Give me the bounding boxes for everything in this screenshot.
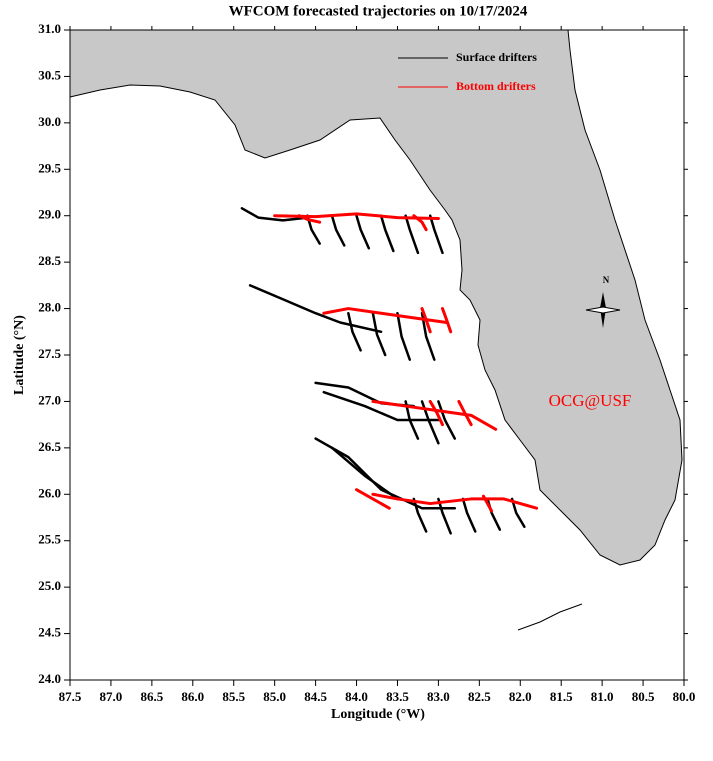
- trajectory: [428, 399, 444, 427]
- x-tick-label: 86.5: [140, 689, 163, 704]
- y-tick-label: 27.0: [38, 392, 61, 407]
- y-tick-label: 25.5: [38, 532, 61, 547]
- keys: [517, 603, 583, 631]
- x-tick-label: 83.5: [386, 689, 409, 704]
- trajectory: [330, 214, 346, 247]
- y-tick-label: 26.5: [38, 439, 61, 454]
- x-tick-label: 85.0: [263, 689, 286, 704]
- y-tick-label: 29.5: [38, 160, 61, 175]
- trajectory: [355, 214, 371, 250]
- trajectory: [412, 497, 428, 533]
- x-tick-label: 87.0: [100, 689, 123, 704]
- y-tick-label: 29.0: [38, 207, 61, 222]
- x-tick-label: 84.0: [345, 689, 368, 704]
- x-tick-label: 86.0: [181, 689, 204, 704]
- trajectory: [330, 446, 399, 501]
- trajectory: [396, 311, 411, 361]
- north-label: N: [603, 275, 610, 285]
- trajectory: [481, 494, 494, 513]
- y-tick-label: 24.0: [38, 671, 61, 686]
- trajectory: [412, 214, 428, 232]
- trajectory: [437, 400, 457, 440]
- x-tick-label: 85.5: [222, 689, 245, 704]
- x-tick-label: 82.5: [468, 689, 491, 704]
- trajectory: [510, 497, 526, 529]
- trajectory: [404, 214, 420, 255]
- x-tick-label: 87.5: [59, 689, 82, 704]
- legend: Surface drifters Bottom drifters: [398, 50, 537, 93]
- annotation: OCG@USF: [549, 391, 632, 410]
- trajectory: [420, 311, 436, 361]
- land: [69, 29, 683, 566]
- x-tick-label: 80.0: [673, 689, 696, 704]
- x-tick-label: 81.5: [550, 689, 573, 704]
- trajectory: [371, 311, 387, 357]
- compass: N: [585, 275, 621, 328]
- x-tick-label: 80.5: [632, 689, 655, 704]
- compass-arm: [585, 306, 621, 314]
- x-tick-label: 83.0: [427, 689, 450, 704]
- y-tick-label: 28.0: [38, 300, 61, 315]
- x-tick-label: 82.0: [509, 689, 532, 704]
- x-tick-label: 81.0: [591, 689, 614, 704]
- legend-label: Surface drifters: [456, 50, 537, 64]
- trajectories: [240, 207, 539, 535]
- trajectory: [428, 214, 444, 255]
- y-tick-label: 24.5: [38, 625, 61, 640]
- y-tick-label: 31.0: [38, 21, 61, 36]
- trajectory: [240, 207, 309, 222]
- y-tick-label: 30.0: [38, 114, 61, 129]
- y-tick-label: 30.5: [38, 67, 61, 82]
- trajectory: [297, 214, 322, 224]
- y-tick-label: 25.0: [38, 578, 61, 593]
- trajectory: [457, 399, 473, 427]
- trajectory: [440, 307, 453, 334]
- trajectory: [420, 307, 432, 334]
- chart-title: WFCOM forecasted trajectories on 10/17/2…: [229, 3, 528, 19]
- trajectory: [371, 492, 539, 510]
- x-axis-label: Longitude (°W): [331, 707, 425, 722]
- trajectory: [371, 399, 498, 431]
- legend-label: Bottom drifters: [456, 79, 536, 93]
- y-axis-label: Latitude (°N): [12, 315, 27, 395]
- trajectory: [248, 284, 383, 334]
- trajectory: [461, 497, 477, 533]
- trajectory: [355, 488, 391, 510]
- y-tick-label: 26.0: [38, 485, 61, 500]
- y-tick-label: 28.5: [38, 253, 61, 268]
- x-tick-label: 84.5: [304, 689, 327, 704]
- trajectory: [347, 311, 362, 352]
- trajectory: [379, 214, 395, 253]
- trajectory: [322, 390, 440, 422]
- y-tick-label: 27.5: [38, 346, 61, 361]
